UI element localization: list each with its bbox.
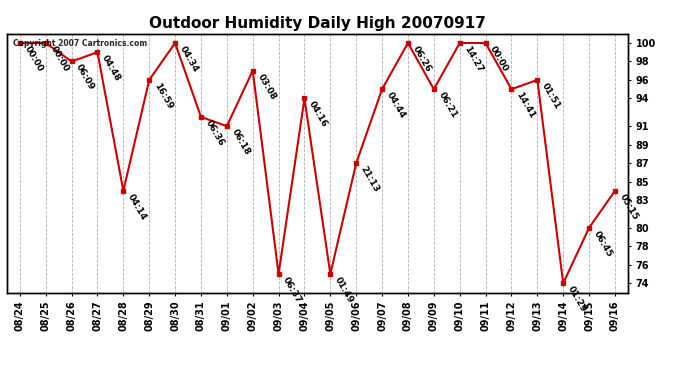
- Text: 04:44: 04:44: [385, 91, 407, 120]
- Text: 04:34: 04:34: [178, 44, 200, 74]
- Text: 01:29: 01:29: [566, 285, 588, 314]
- Text: 04:14: 04:14: [126, 192, 148, 222]
- Title: Outdoor Humidity Daily High 20070917: Outdoor Humidity Daily High 20070917: [149, 16, 486, 31]
- Text: 00:00: 00:00: [23, 44, 44, 73]
- Text: 06:26: 06:26: [411, 44, 433, 74]
- Text: 05:15: 05:15: [618, 192, 640, 221]
- Text: 16:59: 16:59: [152, 81, 174, 111]
- Text: Copyright 2007 Cartronics.com: Copyright 2007 Cartronics.com: [13, 39, 148, 48]
- Text: 01:49: 01:49: [333, 275, 355, 305]
- Text: 06:45: 06:45: [592, 229, 614, 258]
- Text: 06:37: 06:37: [282, 275, 304, 305]
- Text: 06:09: 06:09: [75, 63, 97, 92]
- Text: 01:51: 01:51: [540, 81, 562, 111]
- Text: 06:18: 06:18: [230, 128, 252, 157]
- Text: 14:27: 14:27: [462, 44, 484, 74]
- Text: 04:48: 04:48: [100, 54, 122, 83]
- Text: 06:21: 06:21: [437, 91, 459, 120]
- Text: 04:16: 04:16: [307, 100, 329, 129]
- Text: 00:00: 00:00: [48, 44, 70, 73]
- Text: 21:13: 21:13: [359, 165, 381, 194]
- Text: 03:08: 03:08: [255, 72, 277, 101]
- Text: 06:36: 06:36: [204, 118, 226, 147]
- Text: 14:41: 14:41: [514, 91, 536, 120]
- Text: 00:00: 00:00: [489, 44, 510, 73]
